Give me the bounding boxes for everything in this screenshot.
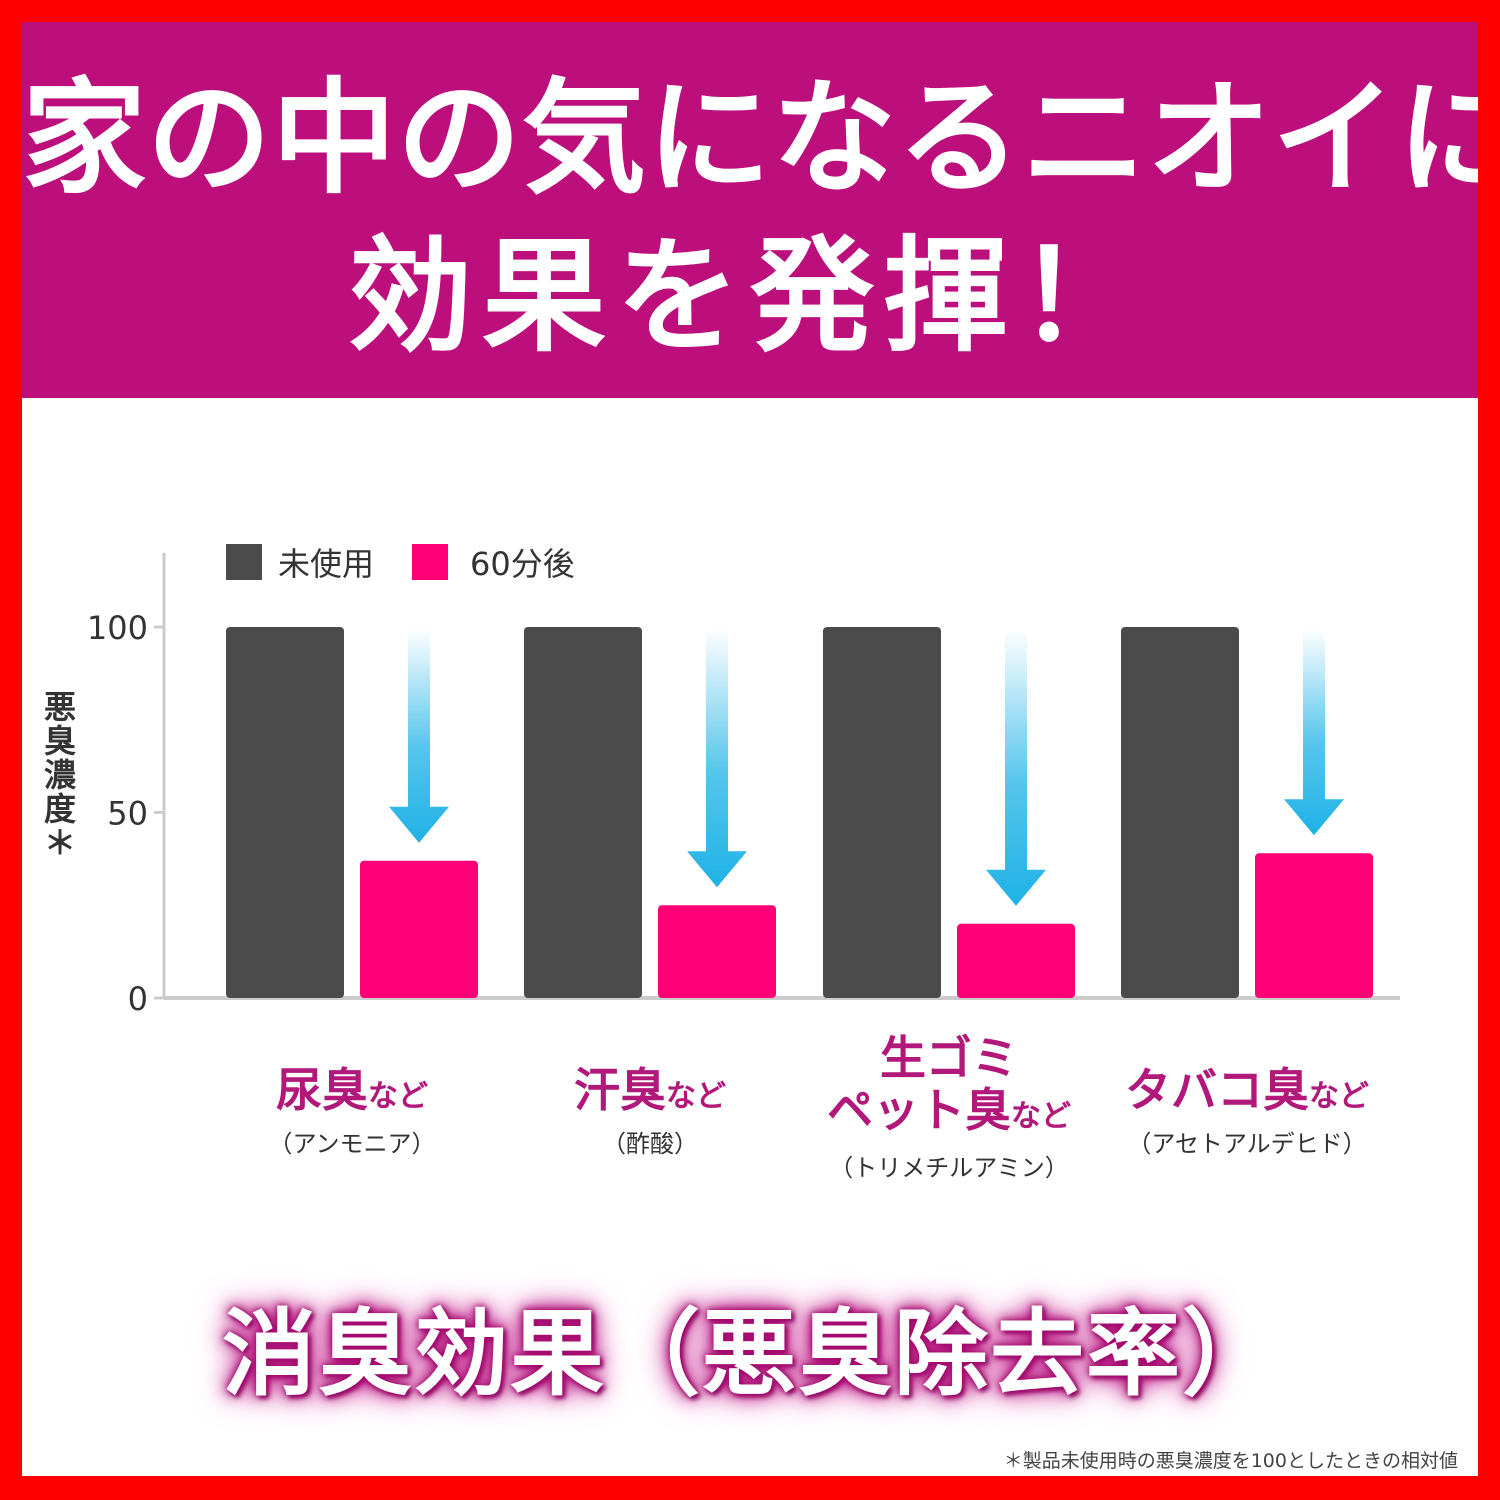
category-main-3: 生ゴミ bbox=[880, 1031, 1018, 1085]
category-label-3: 生ゴミ bbox=[880, 1031, 1018, 1085]
headline-line-2: 効果を発揮！ bbox=[347, 225, 1152, 369]
footnote: ＊製品未使用時の悪臭濃度を100としたときの相対値 bbox=[1003, 1450, 1458, 1472]
category-main-4: タバコ臭 bbox=[1125, 1063, 1309, 1117]
category-suffix-2: など bbox=[666, 1079, 726, 1114]
bar-after-4 bbox=[1255, 853, 1373, 998]
category-label-2: 汗臭など bbox=[574, 1063, 726, 1117]
bar-before-1 bbox=[226, 627, 344, 998]
category-sublabel-4: （アセトアルデヒド） bbox=[1127, 1130, 1366, 1158]
reduction-arrow-2 bbox=[687, 629, 747, 888]
category-main-2: 汗臭 bbox=[574, 1063, 666, 1117]
category-suffix-4: など bbox=[1309, 1079, 1369, 1114]
bar-before-2 bbox=[524, 627, 642, 998]
category-label-1: 尿臭など bbox=[276, 1063, 428, 1117]
category-sublabel-1: （アンモニア） bbox=[268, 1130, 435, 1158]
reduction-arrow-1 bbox=[389, 629, 449, 843]
category-suffix-1: など bbox=[368, 1079, 428, 1114]
header-banner: 家の中の気になるニオイに 効果を発揮！ bbox=[22, 22, 1478, 398]
category-main2-3: ペット臭 bbox=[827, 1083, 1011, 1137]
bar-after-1 bbox=[360, 860, 478, 998]
category-main-1: 尿臭 bbox=[276, 1063, 368, 1117]
reduction-arrow-4 bbox=[1284, 629, 1344, 836]
bar-before-4 bbox=[1121, 627, 1239, 998]
bar-after-3 bbox=[957, 923, 1075, 998]
category-line2-3: ペット臭など bbox=[827, 1083, 1071, 1137]
category-suffix-3: など bbox=[1011, 1099, 1071, 1134]
y-axis-label: 悪臭濃度＊ bbox=[39, 690, 77, 860]
headline-line-1: 家の中の気になるニオイに bbox=[22, 67, 1478, 211]
legend-label-1: 未使用 bbox=[278, 545, 374, 583]
bar-after-2 bbox=[658, 905, 776, 998]
legend-label-2: 60分後 bbox=[470, 545, 575, 583]
y-tick-label: 50 bbox=[107, 795, 148, 833]
category-label-4: タバコ臭など bbox=[1125, 1063, 1369, 1117]
bar-before-3 bbox=[823, 627, 941, 998]
category-sublabel-2: （酢酸） bbox=[602, 1130, 698, 1158]
legend-swatch-2 bbox=[412, 544, 448, 580]
chart-caption: 消臭効果（悪臭除去率） bbox=[221, 1300, 1278, 1409]
y-tick-label: 100 bbox=[87, 609, 148, 647]
category-sublabel-3: （トリメチルアミン） bbox=[829, 1154, 1069, 1182]
reduction-arrow-3 bbox=[986, 629, 1046, 906]
page: 家の中の気になるニオイに 効果を発揮！ 100 50 0 悪臭濃度＊ 未使用 60分後 … bbox=[22, 22, 1478, 1476]
y-tick-label: 0 bbox=[128, 980, 148, 1018]
legend-swatch-1 bbox=[226, 544, 262, 580]
